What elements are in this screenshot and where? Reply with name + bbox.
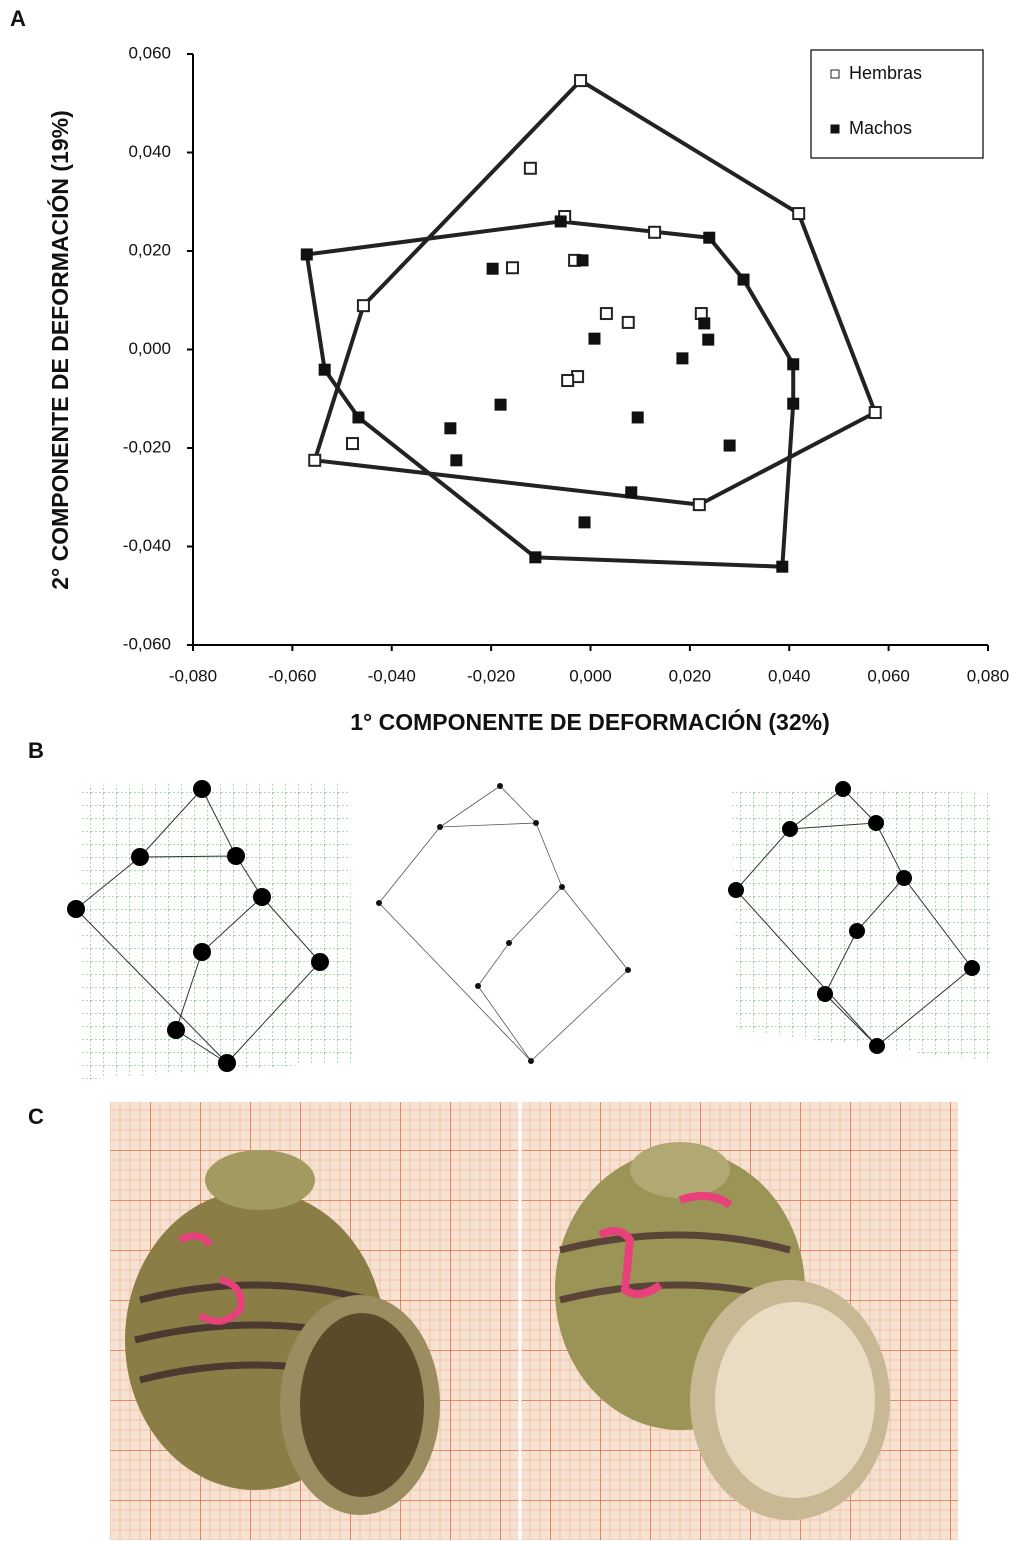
y-tick-label: -0,020 (123, 437, 171, 456)
y-tick-label: 0,020 (128, 240, 171, 259)
legend-marker (831, 125, 839, 133)
data-point (575, 75, 586, 86)
shell-photos (110, 1102, 958, 1540)
deformation-grid-right (728, 781, 992, 1062)
x-tick-label: -0,040 (368, 666, 416, 685)
data-point (777, 561, 788, 572)
data-point (601, 308, 612, 319)
consensus-diagram (376, 783, 631, 1064)
hull (307, 221, 793, 566)
data-point (589, 333, 600, 344)
data-point (704, 232, 715, 243)
data-point (738, 274, 749, 285)
data-point (451, 455, 462, 466)
data-point (626, 487, 637, 498)
x-tick-label: 0,060 (867, 666, 910, 685)
data-point (703, 334, 714, 345)
data-point (788, 359, 799, 370)
data-point (562, 375, 573, 386)
data-point (579, 517, 590, 528)
x-tick-label: 0,080 (967, 666, 1010, 685)
data-point (301, 249, 312, 260)
panel-label: B (28, 738, 44, 763)
data-point (577, 255, 588, 266)
y-tick-label: -0,040 (123, 536, 171, 555)
data-point (319, 364, 330, 375)
data-point (677, 353, 688, 364)
y-tick-label: 0,060 (128, 43, 171, 62)
data-point (793, 208, 804, 219)
data-point (530, 552, 541, 563)
deformation-grid-left (67, 780, 352, 1080)
figure: A B C 1° COMPONENTE DE DEFORMACIÓN (32%)… (0, 0, 1016, 1541)
x-tick-label: 0,000 (569, 666, 612, 685)
data-point (870, 407, 881, 418)
data-point (445, 423, 456, 434)
x-tick-label: -0,060 (268, 666, 316, 685)
y-axis-title: 2° COMPONENTE DE DEFORMACIÓN (19%) (46, 110, 73, 589)
data-point (623, 317, 634, 328)
data-point (487, 263, 498, 274)
x-axis-title: 1° COMPONENTE DE DEFORMACIÓN (32%) (350, 708, 829, 735)
data-point (309, 455, 320, 466)
panel-label: C (28, 1104, 44, 1129)
y-tick-label: -0,060 (123, 634, 171, 653)
data-point (694, 499, 705, 510)
legend-label: Machos (849, 118, 912, 138)
legend-marker (831, 70, 839, 78)
y-tick-label: 0,000 (128, 339, 171, 358)
data-point (525, 163, 536, 174)
x-tick-label: -0,020 (467, 666, 515, 685)
data-point (724, 440, 735, 451)
panel-label: A (10, 6, 26, 31)
data-point (788, 398, 799, 409)
data-point (358, 300, 369, 311)
data-point (353, 412, 364, 423)
data-point (699, 318, 710, 329)
plot-area: -0,060 -0,040 -0,020 0,000 0,020 0,040 0,060 -0… (123, 43, 1009, 685)
x-tick-label: 0,040 (768, 666, 811, 685)
x-tick-label: -0,080 (169, 666, 217, 685)
data-point (649, 227, 660, 238)
data-point (495, 399, 506, 410)
y-tick-label: 0,040 (128, 142, 171, 161)
data-point (632, 412, 643, 423)
data-point (507, 262, 518, 273)
data-point (347, 438, 358, 449)
data-point (555, 216, 566, 227)
legend-label: Hembras (849, 63, 922, 83)
x-tick-label: 0,020 (669, 666, 712, 685)
